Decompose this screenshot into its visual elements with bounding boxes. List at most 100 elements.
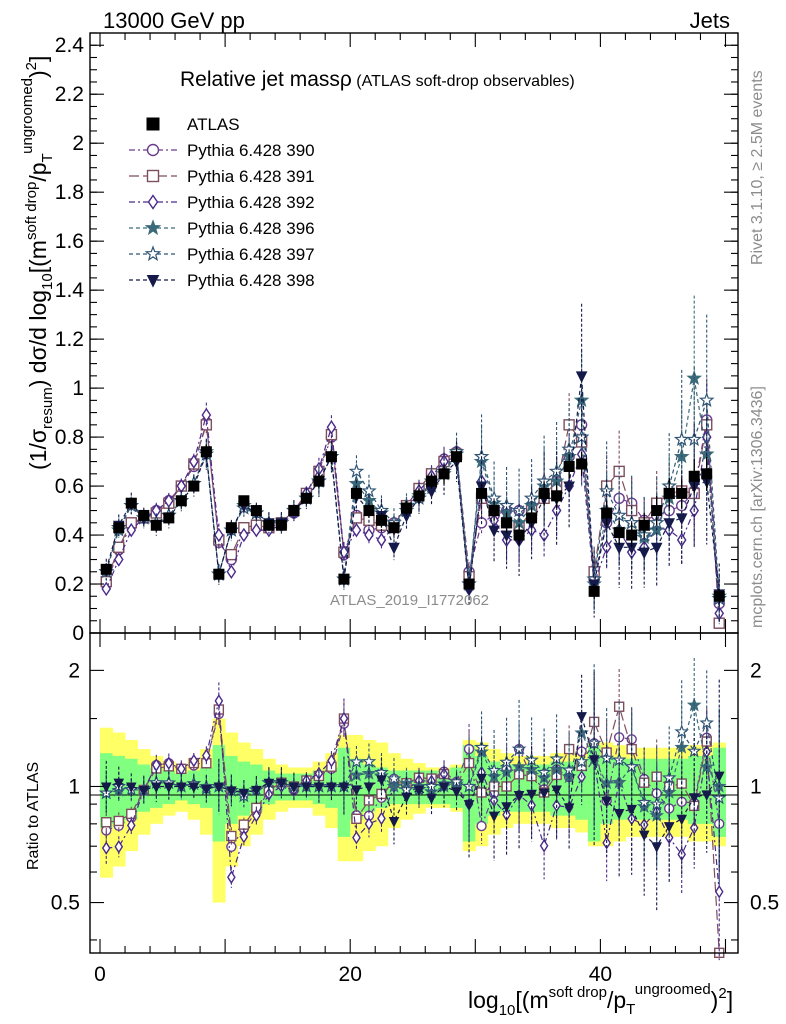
ratio-panel: 0.5 0.5 1 1 2 2 0 20 40 Ratio to ATLAS log10[(m… [25, 632, 779, 1019]
ratio-series-point [527, 798, 536, 813]
ratio-series-group [98, 658, 727, 961]
legend-marker [146, 143, 160, 157]
ratio-series-point [164, 756, 174, 771]
ratio-series-point [214, 694, 224, 708]
legend-marker [146, 275, 160, 288]
data-point [388, 522, 400, 534]
analysis-watermark: ATLAS_2019_I1772062 [330, 592, 489, 609]
ratio-series-point [488, 811, 500, 823]
x-tick-label: 40 [589, 963, 612, 986]
data-point [538, 487, 550, 499]
ratio-series-point [226, 830, 237, 842]
ratio-series-point [338, 782, 350, 794]
title-main: Relative jet massρ [180, 68, 352, 91]
main-series-point [113, 552, 124, 567]
data-point [138, 509, 150, 521]
ratio-y-axis: 0.5 0.5 1 1 2 2 [51, 659, 779, 941]
ratio-series-point [352, 830, 361, 845]
ratio-series-point [227, 870, 236, 885]
main-y-tick-label: 0.8 [55, 426, 84, 449]
ratio-series-point [100, 782, 112, 794]
data-point [651, 505, 663, 517]
rivet-version-label: Rivet 3.1.10, ≥ 2.5M events [749, 70, 766, 265]
legend-label-atlas: ATLAS [187, 115, 240, 134]
main-series-point [388, 542, 400, 555]
main-series-point [673, 431, 690, 447]
ratio-series-point [526, 789, 537, 801]
data-point [363, 505, 375, 517]
data-point [150, 519, 162, 531]
main-y-tick-label: 2.4 [55, 34, 85, 57]
ratio-series-point [313, 782, 325, 794]
main-y-tick-label: 1.6 [55, 230, 84, 253]
ratio-series-point [126, 818, 136, 833]
ratio-series-point [638, 830, 650, 842]
ratio-series-point [114, 839, 124, 854]
main-series-point [351, 522, 362, 538]
main-series-point [613, 465, 625, 478]
ratio-series-point [351, 785, 362, 797]
ratio-series-point [613, 808, 625, 820]
x-axis: 0 20 40 [94, 633, 727, 986]
ratio-series-point [563, 803, 575, 815]
data-point [526, 512, 538, 524]
main-series-point [675, 513, 688, 526]
main-x-ticks [99, 33, 727, 633]
ratio-y-tick-label: 1 [68, 775, 80, 798]
ratio-series-point [501, 802, 512, 813]
legend-marker [146, 169, 160, 183]
main-series-point [376, 532, 387, 548]
data-point [551, 490, 563, 502]
main-series-point [188, 454, 199, 469]
data-point [213, 568, 225, 580]
legend-label: Pythia 6.428 390 [187, 141, 315, 160]
data-point [350, 487, 362, 499]
main-series-point [201, 407, 212, 423]
ratio-series-point [451, 787, 462, 798]
data-point [100, 563, 112, 575]
legend-marker [144, 245, 162, 262]
data-point [588, 585, 600, 597]
main-title: Relative jet massρ (ATLAS soft-drop obse… [180, 68, 575, 91]
ratio-series-point [713, 771, 725, 783]
data-point [513, 529, 525, 541]
ratio-series-point [226, 786, 237, 798]
ratio-series-point [676, 814, 688, 826]
ratio-series-point [263, 778, 275, 790]
legend-marker [144, 219, 162, 236]
data-point [488, 505, 500, 517]
ratio-series-point [163, 782, 175, 794]
legend-label: Pythia 6.428 391 [187, 167, 315, 186]
main-y-tick-label: 0.2 [55, 573, 84, 596]
main-data-group [100, 444, 725, 604]
ratio-y-tick-label: 2 [68, 659, 80, 682]
ratio-series-point [113, 778, 125, 790]
main-y-tick-label: 1.4 [55, 279, 85, 302]
ratio-series-point [651, 842, 662, 853]
ratio-series-point [213, 782, 225, 794]
ratio-series-point [476, 820, 487, 832]
ratio-series-point [276, 778, 287, 790]
main-y-tick-label: 1 [72, 377, 84, 400]
ratio-series-line [106, 704, 720, 953]
main-y-tick-label: 0.4 [55, 524, 85, 547]
ratio-series-point [239, 829, 249, 844]
data-point [300, 492, 312, 504]
main-series-point [575, 371, 588, 383]
main-series-point [638, 547, 650, 560]
ratio-series-point [714, 884, 724, 899]
legend-label: Pythia 6.428 392 [187, 193, 315, 212]
ratio-series-point [626, 804, 637, 816]
data-point [163, 512, 175, 524]
ratio-series-point [326, 782, 337, 794]
ratio-panel-frame [89, 632, 739, 954]
main-y-tick-label: 1.8 [55, 181, 84, 204]
main-series-point [676, 532, 687, 548]
ratio-series-point [188, 782, 200, 794]
main-y-tick-label: 2.2 [55, 83, 84, 106]
main-y-tick-label: 1.2 [55, 328, 84, 351]
ratio-series-point [463, 800, 475, 811]
data-point [626, 529, 638, 541]
ratio-series-point [202, 748, 211, 763]
ratio-series-point [688, 793, 700, 804]
